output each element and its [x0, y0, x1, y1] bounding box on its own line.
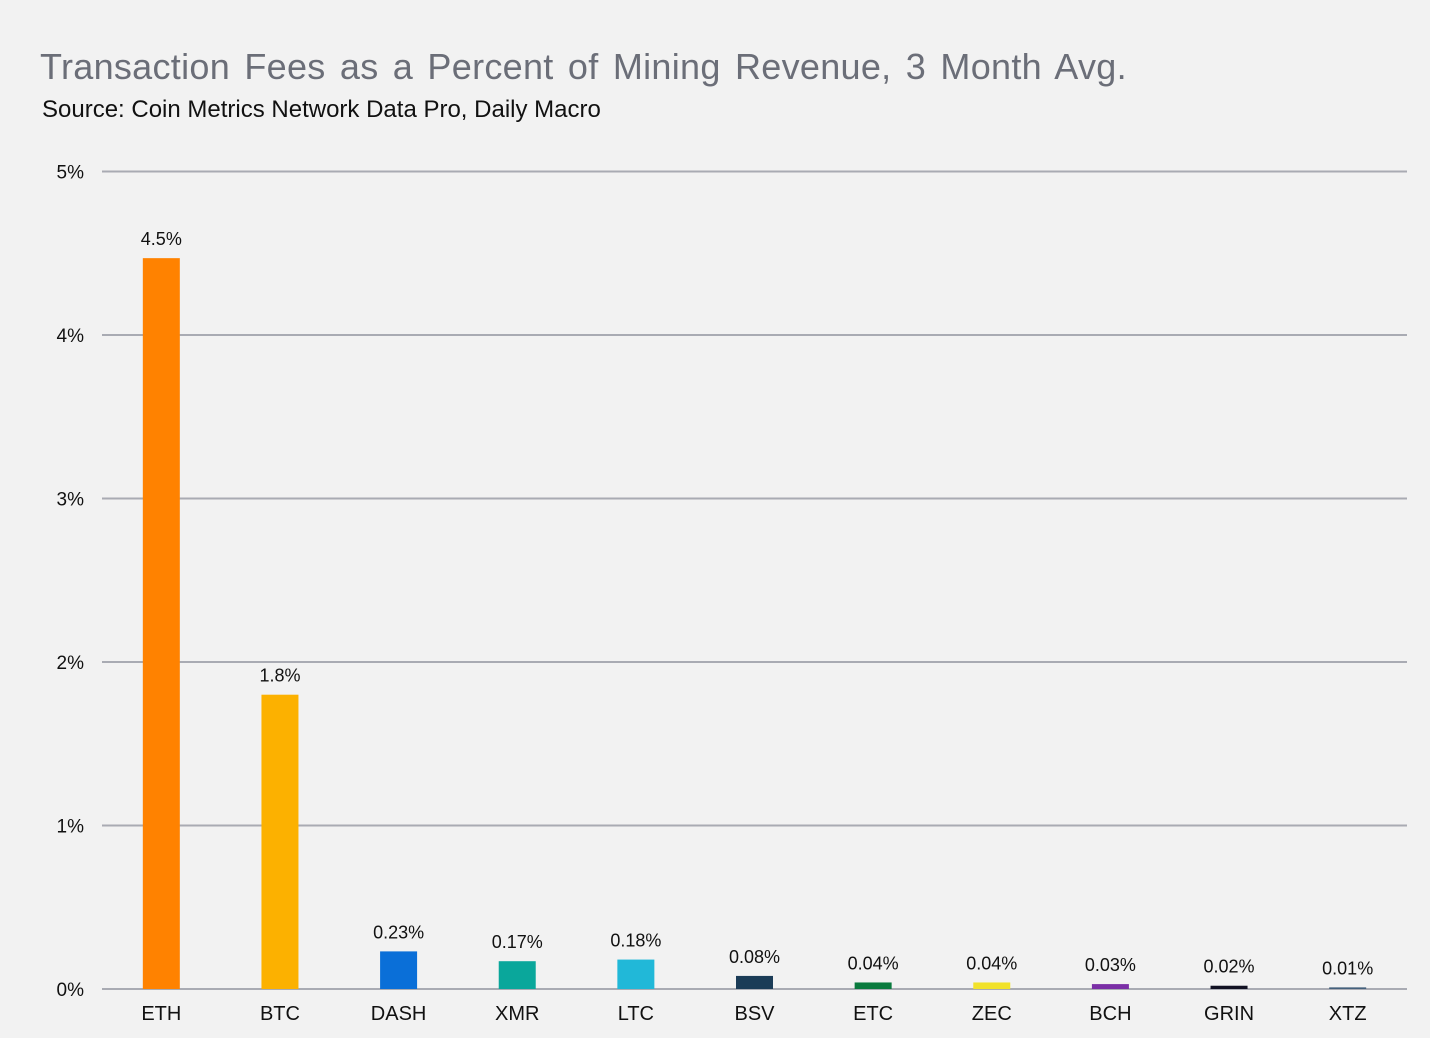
- bar-xmr: [498, 961, 536, 989]
- bar-xtz: [1329, 987, 1367, 989]
- data-label-xtz: 0.01%: [1322, 958, 1373, 978]
- bar-zec: [973, 982, 1011, 989]
- data-label-xmr: 0.17%: [492, 932, 543, 952]
- category-label-zec: ZEC: [972, 1003, 1012, 1025]
- chart-title: Transaction Fees as a Percent of Mining …: [40, 46, 1127, 87]
- bars: [142, 258, 1367, 989]
- category-label-bch: BCH: [1089, 1003, 1131, 1025]
- category-label-grin: GRIN: [1204, 1003, 1254, 1025]
- data-label-grin: 0.02%: [1204, 957, 1255, 977]
- data-label-bsv: 0.08%: [729, 947, 780, 967]
- y-tick-label: 5%: [57, 163, 85, 184]
- bar-bsv: [736, 975, 773, 989]
- data-label-dash: 0.23%: [373, 922, 424, 942]
- data-label-bch: 0.03%: [1085, 955, 1136, 975]
- bar-eth: [142, 258, 180, 989]
- y-tick-label: 1%: [57, 817, 85, 838]
- bar-btc: [261, 694, 299, 989]
- category-label-etc: ETC: [853, 1003, 893, 1025]
- y-tick-label: 3%: [57, 490, 85, 511]
- y-tick-label: 4%: [57, 326, 85, 347]
- y-axis-ticks: 0% 1% 2% 3% 4% 5%: [57, 163, 85, 1002]
- category-label-bsv: BSV: [734, 1003, 775, 1025]
- y-tick-label: 2%: [57, 653, 85, 674]
- category-label-xmr: XMR: [495, 1003, 539, 1025]
- category-label-ltc: LTC: [618, 1003, 654, 1025]
- bar-etc: [854, 982, 892, 989]
- data-label-eth: 4.5%: [141, 229, 182, 249]
- data-label-btc: 1.8%: [259, 666, 300, 686]
- bar-ltc: [617, 959, 655, 989]
- data-label-ltc: 0.18%: [610, 931, 661, 951]
- data-label-etc: 0.04%: [848, 953, 899, 973]
- chart-subtitle: Source: Coin Metrics Network Data Pro, D…: [42, 96, 601, 123]
- data-label-zec: 0.04%: [966, 953, 1017, 973]
- x-axis-labels: ETH BTC DASH XMR LTC BSV ETC ZEC BCH GRIN XTZ: [141, 1003, 1366, 1025]
- data-labels: 4.5% 1.8% 0.23% 0.17% 0.18% 0.08% 0.04% 0.04% 0.…: [141, 229, 1373, 978]
- category-label-dash: DASH: [371, 1003, 427, 1025]
- category-label-xtz: XTZ: [1329, 1003, 1367, 1025]
- bar-grin: [1210, 985, 1248, 989]
- category-label-eth: ETH: [141, 1003, 181, 1025]
- bar-bch: [1091, 984, 1129, 989]
- bar-dash: [380, 951, 418, 989]
- category-label-btc: BTC: [260, 1003, 300, 1025]
- y-tick-label: 0%: [57, 980, 85, 1001]
